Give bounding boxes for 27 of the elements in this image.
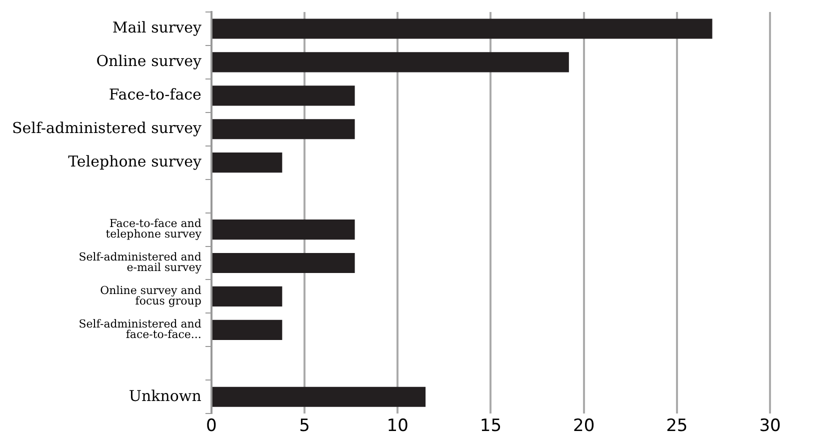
bar	[212, 286, 282, 307]
y-tick-label: Face-to-face	[108, 86, 202, 104]
bar	[212, 119, 355, 140]
bar	[212, 86, 355, 106]
y-tick-label: Online survey	[96, 52, 202, 70]
x-tick-label: 15	[480, 416, 502, 436]
x-tick-label: 30	[759, 416, 781, 436]
bar	[212, 52, 569, 72]
y-tick-label: Telephone survey	[68, 152, 202, 170]
bar	[212, 152, 282, 173]
y-tick-label: Online survey and focus group	[100, 284, 202, 308]
bar	[212, 386, 426, 407]
x-tick-label: 25	[666, 416, 688, 436]
x-tick-label: 20	[572, 416, 595, 436]
y-tick-label: Self-administered and face-to-face...	[78, 318, 202, 342]
x-tick-label: 5	[299, 416, 310, 436]
y-tick-label: Self-administered and e-mail survey	[78, 250, 202, 274]
y-tick-label: Mail survey	[112, 18, 202, 37]
x-tick-label: 0	[206, 416, 217, 436]
y-tick-label: Self-administered survey	[12, 119, 202, 138]
bar	[212, 320, 282, 340]
y-tick-label: Unknown	[128, 386, 202, 405]
bar	[212, 18, 712, 39]
y-tick-label: Face-to-face and telephone survey	[106, 217, 202, 241]
bar	[212, 252, 355, 274]
x-tick-label: 10	[386, 416, 408, 436]
bar	[212, 219, 355, 240]
